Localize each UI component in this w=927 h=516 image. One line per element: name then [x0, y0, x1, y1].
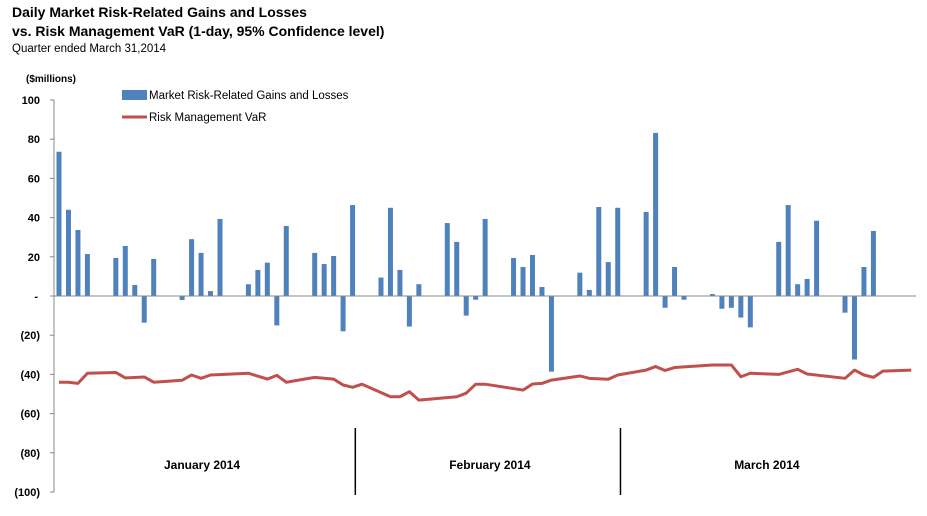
bar — [245, 284, 251, 296]
bar — [454, 241, 460, 296]
bar — [75, 229, 81, 296]
bar — [511, 257, 517, 296]
y-tick-label: - — [34, 291, 38, 303]
bar — [672, 266, 678, 296]
bar — [132, 285, 138, 296]
bar — [444, 223, 450, 296]
bar — [615, 207, 621, 296]
bar — [814, 220, 820, 296]
bar — [217, 218, 223, 296]
bar — [520, 266, 526, 296]
bar — [406, 296, 412, 327]
bar — [605, 262, 611, 296]
bar — [65, 209, 71, 296]
bar — [719, 296, 725, 309]
y-tick-label: 20 — [28, 252, 40, 264]
bar — [776, 241, 782, 296]
bar — [179, 296, 185, 300]
bar — [255, 269, 261, 296]
bar — [804, 278, 810, 296]
bar — [350, 205, 356, 296]
y-tick-label: (100) — [14, 487, 40, 499]
bar — [870, 230, 876, 296]
bar — [463, 296, 469, 316]
bar — [539, 286, 545, 296]
bar — [861, 266, 867, 296]
bar — [122, 246, 128, 296]
chart-title-line2: vs. Risk Management VaR (1-day, 95% Conf… — [12, 23, 385, 39]
var-line — [59, 363, 912, 402]
bar — [397, 269, 403, 296]
y-tick-label: 80 — [28, 134, 40, 146]
bar — [321, 264, 327, 296]
bar — [387, 207, 393, 296]
y-tick-label: 100 — [22, 95, 40, 107]
bar — [84, 254, 90, 296]
month-label: February 2014 — [449, 458, 531, 472]
y-tick-label: (80) — [20, 448, 40, 460]
y-tick-label: (40) — [20, 369, 40, 381]
bar — [208, 291, 214, 296]
bar — [548, 296, 554, 372]
bar — [842, 296, 848, 313]
chart-subtitle: Quarter ended March 31,2014 — [12, 43, 167, 55]
bar — [586, 289, 592, 296]
month-label: January 2014 — [164, 458, 240, 472]
bar — [681, 296, 687, 300]
bar — [596, 207, 602, 296]
bar — [141, 296, 147, 323]
bar — [416, 284, 422, 296]
bar — [643, 211, 649, 296]
bar — [530, 255, 535, 296]
bar — [198, 252, 204, 296]
bar — [312, 252, 318, 296]
bar — [151, 258, 157, 296]
bar — [274, 296, 280, 326]
bar — [785, 205, 791, 296]
bar — [577, 272, 583, 296]
legend-bar-swatch — [122, 90, 147, 100]
bar — [653, 132, 659, 296]
bar — [728, 296, 734, 308]
bar — [747, 296, 753, 328]
bar — [189, 239, 195, 296]
bar — [340, 296, 346, 332]
y-tick-label: (20) — [20, 330, 40, 342]
bar — [738, 296, 744, 318]
bar — [378, 277, 384, 296]
month-label: March 2014 — [734, 458, 800, 472]
y-tick-label: (60) — [20, 409, 40, 421]
bar — [473, 296, 479, 300]
bar — [851, 296, 857, 360]
chart-title: Daily Market Risk-Related Gains and Loss… — [12, 4, 307, 20]
bar — [709, 294, 715, 296]
y-tick-label: 60 — [28, 173, 40, 185]
bar — [56, 151, 62, 296]
bar — [662, 296, 668, 308]
y-axis-label: ($millions) — [26, 74, 77, 85]
bar — [482, 218, 488, 296]
legend-label-bars: Market Risk-Related Gains and Losses — [149, 90, 349, 102]
bar — [264, 262, 270, 296]
bar — [283, 226, 289, 296]
legend-label-var: Risk Management VaR — [149, 112, 266, 124]
bar — [113, 257, 119, 296]
y-tick-label: 40 — [28, 213, 40, 225]
bar — [795, 284, 801, 296]
bar — [331, 256, 337, 296]
